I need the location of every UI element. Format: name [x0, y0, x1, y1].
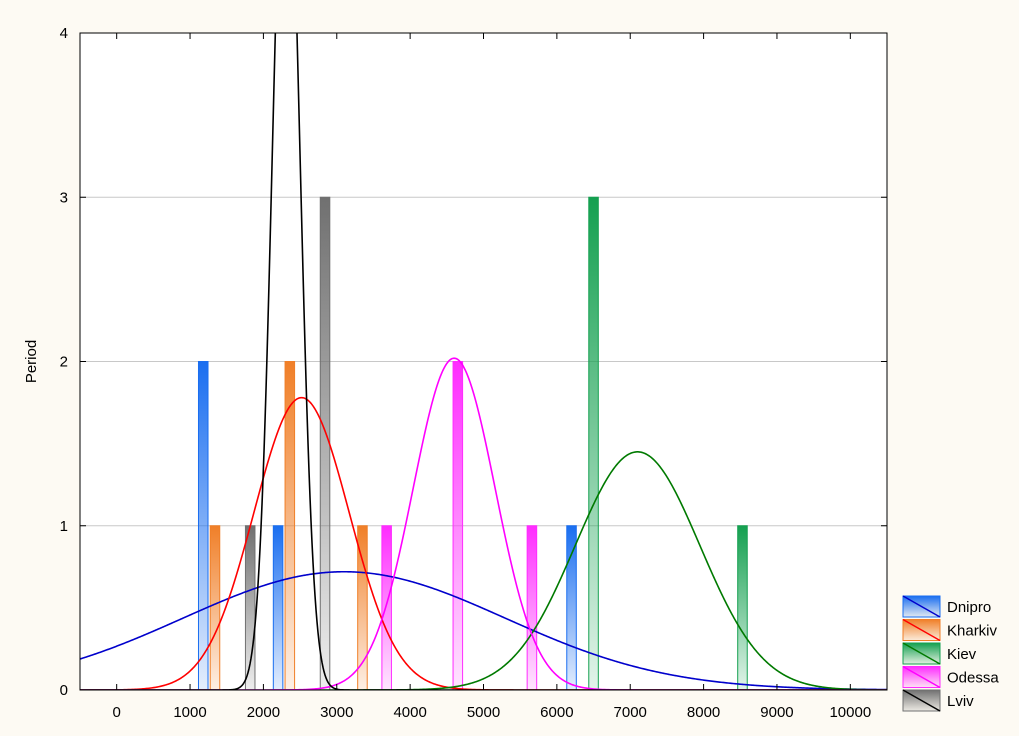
legend-label: Kiev	[947, 646, 977, 663]
x-tick-label: 7000	[614, 704, 647, 721]
y-tick-label: 1	[60, 518, 68, 535]
legend-item-odessa: Odessa	[902, 665, 999, 689]
legend-item-kharkiv: Kharkiv	[902, 618, 998, 642]
curve-dnipro	[80, 570, 887, 690]
y-axis-label: Period	[23, 340, 40, 383]
x-tick-label: 2000	[247, 704, 280, 721]
legend-line-icon	[902, 618, 941, 642]
legend-label: Kharkiv	[947, 623, 998, 640]
bar-dnipro	[566, 525, 577, 691]
bar-odessa	[381, 525, 392, 691]
y-tick-label: 2	[60, 354, 68, 371]
bar-kiev	[588, 196, 599, 691]
x-tick-label: 4000	[393, 704, 426, 721]
legend-item-lviv: Lviv	[902, 689, 974, 712]
bar-dnipro	[272, 525, 284, 691]
x-tick-label: 9000	[760, 704, 793, 721]
x-tick-label: 3000	[320, 704, 353, 721]
bar-odessa	[526, 525, 538, 691]
bar-dnipro	[197, 361, 209, 691]
y-tick-label: 0	[60, 682, 68, 699]
legend-line-icon	[902, 642, 941, 665]
x-tick-label: 6000	[540, 704, 573, 721]
x-tick-label: 1000	[173, 704, 206, 721]
bar-kiev	[737, 525, 748, 691]
y-tick-label: 4	[60, 25, 68, 42]
legend-line-icon	[902, 595, 941, 618]
legend-label: Odessa	[947, 670, 999, 687]
legend-line-icon	[902, 665, 941, 689]
curve-odessa	[80, 357, 887, 690]
x-tick-label: 10000	[829, 704, 871, 721]
legend-label: Dnipro	[947, 599, 991, 616]
x-tick-label: 8000	[687, 704, 720, 721]
bar-kharkiv	[209, 525, 221, 691]
legend-item-dnipro: Dnipro	[902, 595, 991, 618]
bar-odessa	[452, 361, 464, 691]
legend-line-icon	[902, 689, 941, 712]
y-tick-label: 3	[60, 189, 68, 206]
legend: Dnipro Kharkiv Kiev Odessa Lviv	[902, 595, 999, 712]
legend-item-kiev: Kiev	[902, 642, 977, 665]
ticks-layer: 0 1000 2000 3000 4000 5000 6000 7000 8000 9000 100…	[60, 25, 887, 721]
curve-kiev	[80, 451, 887, 690]
x-tick-label: 5000	[467, 704, 500, 721]
x-tick-label: 0	[113, 704, 121, 721]
legend-label: Lviv	[947, 693, 974, 710]
bar-lviv	[319, 196, 331, 691]
